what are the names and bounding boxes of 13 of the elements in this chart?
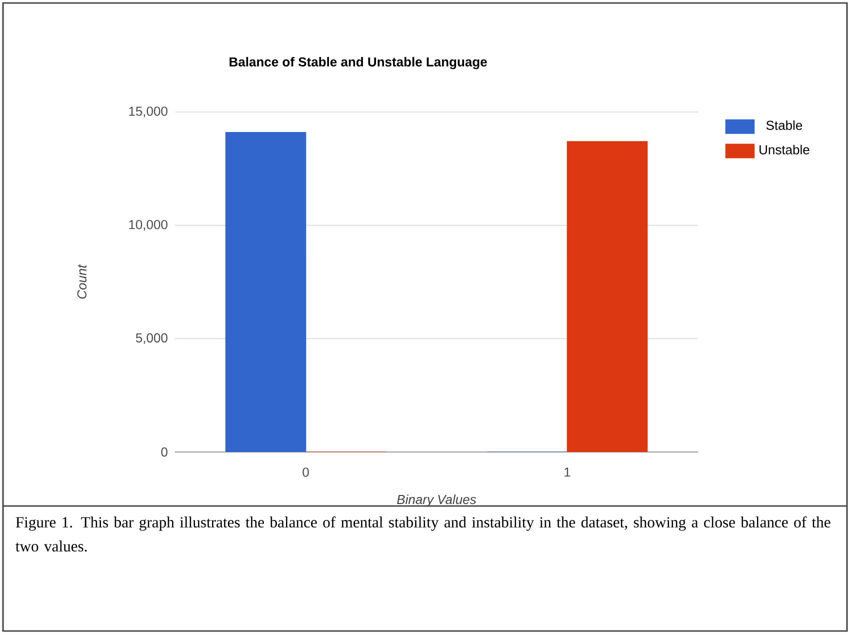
bar: [225, 132, 306, 452]
legend-label: Unstable: [760, 144, 810, 154]
legend-label: Stable: [766, 120, 802, 130]
x-axis-title: Binary Values: [397, 494, 476, 507]
y-axis-title: Count: [77, 264, 86, 299]
y-tick-label: 10,000: [129, 220, 168, 231]
y-tick-label: 0: [161, 447, 168, 457]
caption: Figure 1. This bar graph illustrates the balance of mental stability and instability in the dataset, showing a close balance of the two values.: [16, 516, 830, 552]
x-tick-label: 1: [564, 468, 570, 477]
chart-title: Balance of Stable and Unstable Language: [230, 56, 487, 70]
y-tick-label: 5,000: [136, 333, 168, 344]
y-tick-label: 15,000: [129, 106, 168, 118]
bar: [566, 141, 648, 452]
